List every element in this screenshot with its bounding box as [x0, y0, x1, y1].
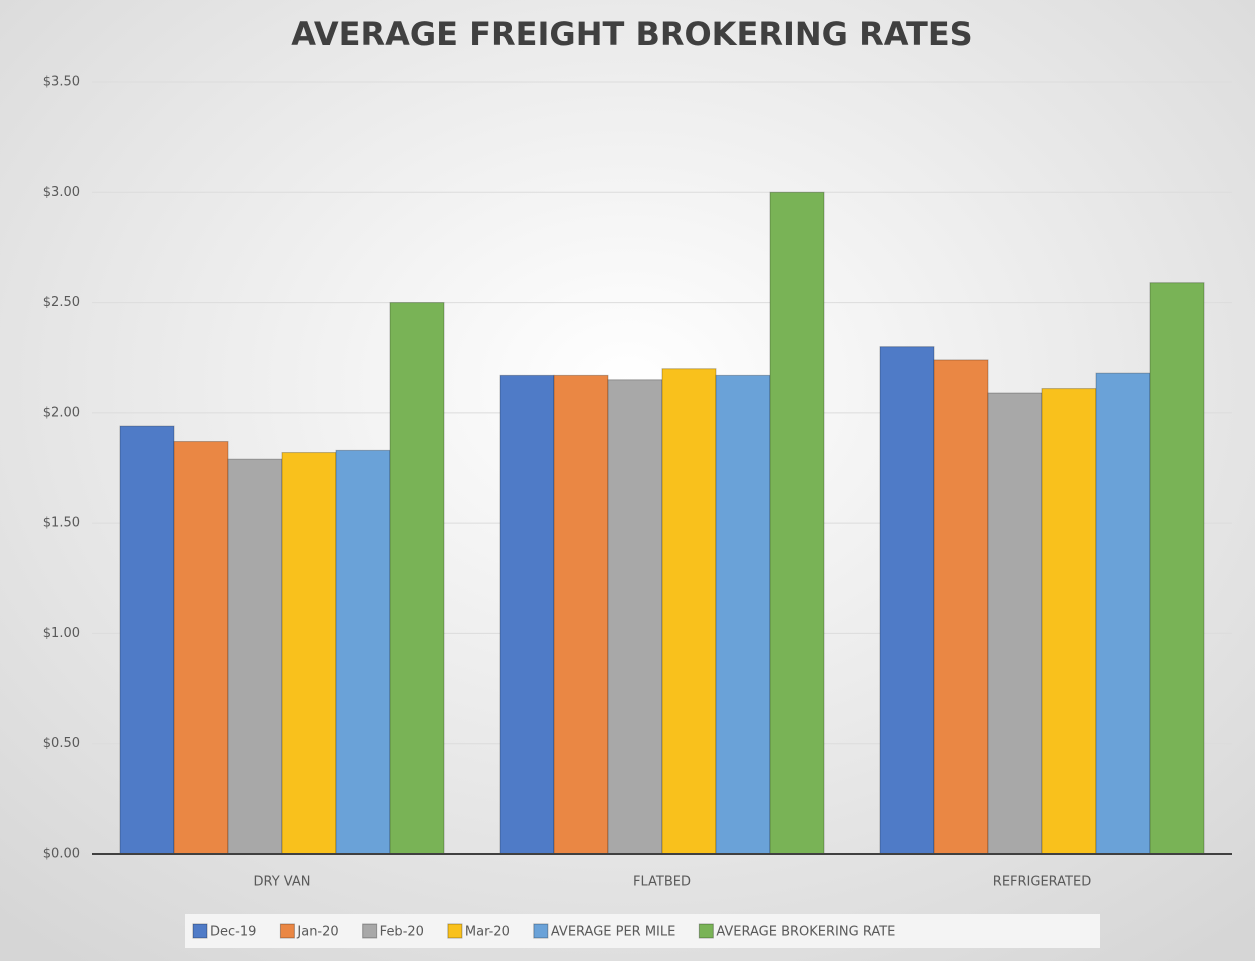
- legend-label: AVERAGE BROKERING RATE: [716, 925, 895, 940]
- bar: [553, 374, 609, 855]
- bar: [1095, 372, 1151, 855]
- bar: [173, 441, 229, 855]
- legend-swatch: [279, 923, 295, 939]
- x-tick-label: DRY VAN: [254, 875, 311, 890]
- bar: [1041, 388, 1097, 855]
- legend-swatch: [533, 923, 549, 939]
- bar: [987, 392, 1043, 855]
- bar: [119, 425, 175, 855]
- bar: [933, 359, 989, 855]
- y-tick-label: $3.50: [43, 75, 80, 90]
- y-tick-label: $0.00: [43, 847, 80, 862]
- legend-label: Mar-20: [465, 925, 510, 940]
- bar: [1149, 282, 1205, 855]
- legend-swatch: [362, 923, 378, 939]
- legend-box: [185, 914, 1100, 948]
- bar: [499, 374, 555, 855]
- legend-swatch: [447, 923, 463, 939]
- legend-label: Jan-20: [296, 925, 338, 940]
- bar: [607, 379, 663, 855]
- bar: [661, 368, 717, 855]
- bar: [335, 449, 391, 855]
- bar: [389, 302, 445, 855]
- y-tick-label: $3.00: [43, 185, 80, 200]
- y-tick-label: $0.50: [43, 736, 80, 751]
- y-tick-label: $2.00: [43, 405, 80, 420]
- x-tick-label: FLATBED: [633, 875, 691, 890]
- x-tick-label: REFRIGERATED: [993, 875, 1091, 890]
- y-tick-label: $1.50: [43, 516, 80, 531]
- y-tick-label: $2.50: [43, 295, 80, 310]
- legend-label: AVERAGE PER MILE: [551, 925, 675, 940]
- legend-label: Feb-20: [380, 925, 424, 940]
- bar: [879, 346, 935, 855]
- bar: [281, 452, 337, 855]
- bar: [769, 191, 825, 855]
- bar: [715, 374, 771, 855]
- y-tick-label: $1.00: [43, 626, 80, 641]
- legend-swatch: [192, 923, 208, 939]
- legend-swatch: [698, 923, 714, 939]
- chart-title: AVERAGE FREIGHT BROKERING RATES: [291, 15, 972, 53]
- bar: [227, 458, 283, 855]
- legend-label: Dec-19: [210, 925, 256, 940]
